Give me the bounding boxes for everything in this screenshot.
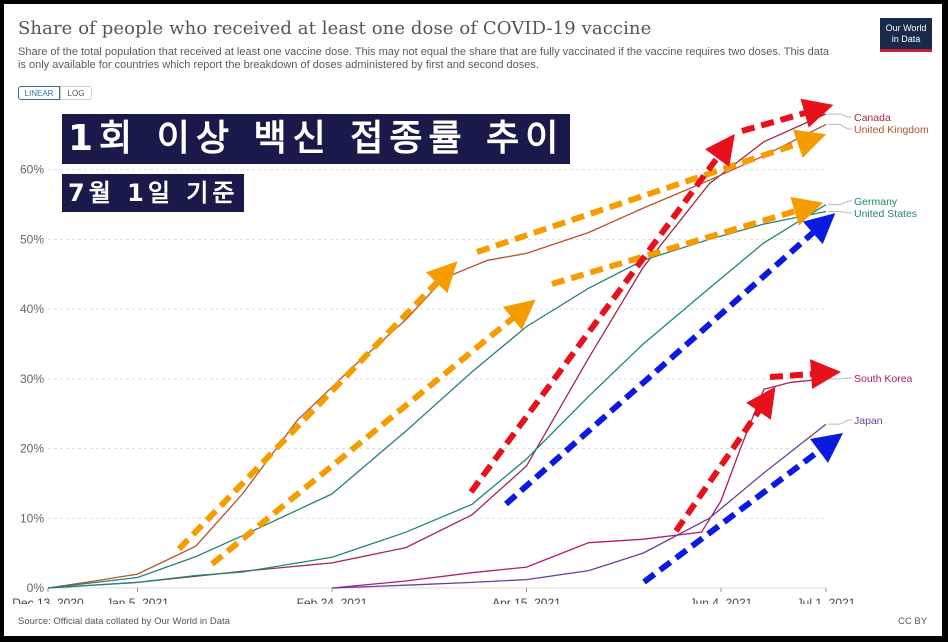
x-tick-label: Jan 5, 2021 <box>106 596 169 604</box>
chart-subtitle: Share of the total population that recei… <box>18 46 830 71</box>
series-label-japan: Japan <box>854 415 883 427</box>
x-tick-label: Apr 15, 2021 <box>492 596 561 604</box>
blue-trend-arrow <box>504 213 836 507</box>
blue-trend-arrow <box>642 433 844 585</box>
license-link[interactable]: CC BY <box>898 616 928 627</box>
label-connector <box>828 211 852 214</box>
series-line-united-kingdom <box>47 123 827 589</box>
linear-scale-button[interactable]: LINEAR <box>18 86 60 100</box>
series-label-south-korea: South Korea <box>854 373 913 385</box>
overlay-subtitle-korean: 7월 1일 기준 <box>62 174 245 212</box>
label-connector <box>828 419 852 425</box>
log-scale-button[interactable]: LOG <box>60 86 92 100</box>
y-tick-label: 20% <box>20 442 44 456</box>
logo-line-1: Our World <box>885 23 927 33</box>
series-label-united-kingdom: United Kingdom <box>854 124 929 136</box>
red-trend-arrow <box>673 386 776 533</box>
orange-trend-arrow <box>176 261 458 552</box>
series-label-germany: Germany <box>854 196 898 208</box>
orange-trend-arrow <box>551 196 824 287</box>
chart-card: Share of people who received at least on… <box>4 4 942 636</box>
x-tick-label: Jun 4, 2021 <box>690 596 753 604</box>
label-connector <box>828 123 852 130</box>
series-line-germany <box>47 204 827 589</box>
orange-trend-arrow <box>210 299 536 567</box>
label-connector <box>828 113 852 118</box>
x-tick-label: Dec 13, 2020 <box>12 596 84 604</box>
x-tick-label: Feb 24, 2021 <box>297 596 368 604</box>
y-tick-label: 60% <box>20 163 44 177</box>
series-label-united-states: United States <box>854 208 917 220</box>
line-chart: 0% 10% 20% 30% 40% 50% 60% Dec 13, 2020 Jan 5, … <box>12 98 929 604</box>
red-trend-arrow <box>769 359 841 390</box>
logo-line-2: in Data <box>891 34 921 44</box>
owid-logo[interactable]: Our World in Data <box>880 18 932 52</box>
label-connector <box>828 377 852 380</box>
chart-title: Share of people who received at least on… <box>18 18 652 39</box>
series-line-japan <box>331 423 827 589</box>
source-note: Source: Official data collated by Our Wo… <box>18 616 230 627</box>
series-label-canada: Canada <box>854 112 891 124</box>
red-trend-arrow <box>741 98 834 134</box>
red-trend-arrow <box>468 133 735 494</box>
y-tick-label: 50% <box>20 232 44 246</box>
y-tick-label: 40% <box>20 302 44 316</box>
overlay-title-korean: 1회 이상 백신 접종률 추이 <box>62 114 571 164</box>
y-tick-label: 30% <box>20 372 44 386</box>
x-tick-label: Jul 1, 2021 <box>797 596 856 604</box>
label-connector <box>828 200 852 206</box>
y-tick-label: 10% <box>20 511 44 525</box>
y-tick-label: 0% <box>27 581 45 595</box>
